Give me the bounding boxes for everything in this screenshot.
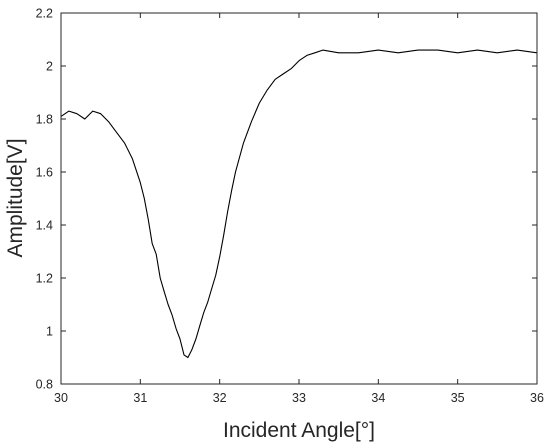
x-tick-label: 31: [133, 391, 147, 405]
x-tick-label: 32: [213, 391, 227, 405]
y-tick-label: 1.2: [36, 272, 53, 286]
plot-area: [61, 13, 537, 384]
y-tick-label: 2: [46, 60, 53, 74]
x-tick-label: 30: [54, 391, 68, 405]
y-tick-label: 1.6: [36, 166, 53, 180]
y-tick-label: 1: [46, 325, 53, 339]
axes-layer: 30 31 32 33 34 35 36 0.8 1 1.2 1.4 1.6 1.8 2 2.2: [36, 7, 544, 406]
y-tick-label: 0.8: [36, 378, 53, 392]
x-axis-label: Incident Angle[°]: [223, 419, 375, 442]
series-layer: [60, 49, 538, 359]
x-tick-label: 35: [451, 391, 465, 405]
x-tick-label: 36: [530, 391, 544, 405]
y-tick-label: 2.2: [36, 7, 53, 21]
x-tick-label: 33: [292, 391, 306, 405]
y-tick-label: 1.4: [36, 219, 53, 233]
y-tick-label: 1.8: [36, 113, 53, 127]
x-tick-label: 34: [371, 391, 385, 405]
y-axis-label: Amplitude[V]: [4, 138, 27, 257]
series-line-0: [60, 49, 538, 359]
